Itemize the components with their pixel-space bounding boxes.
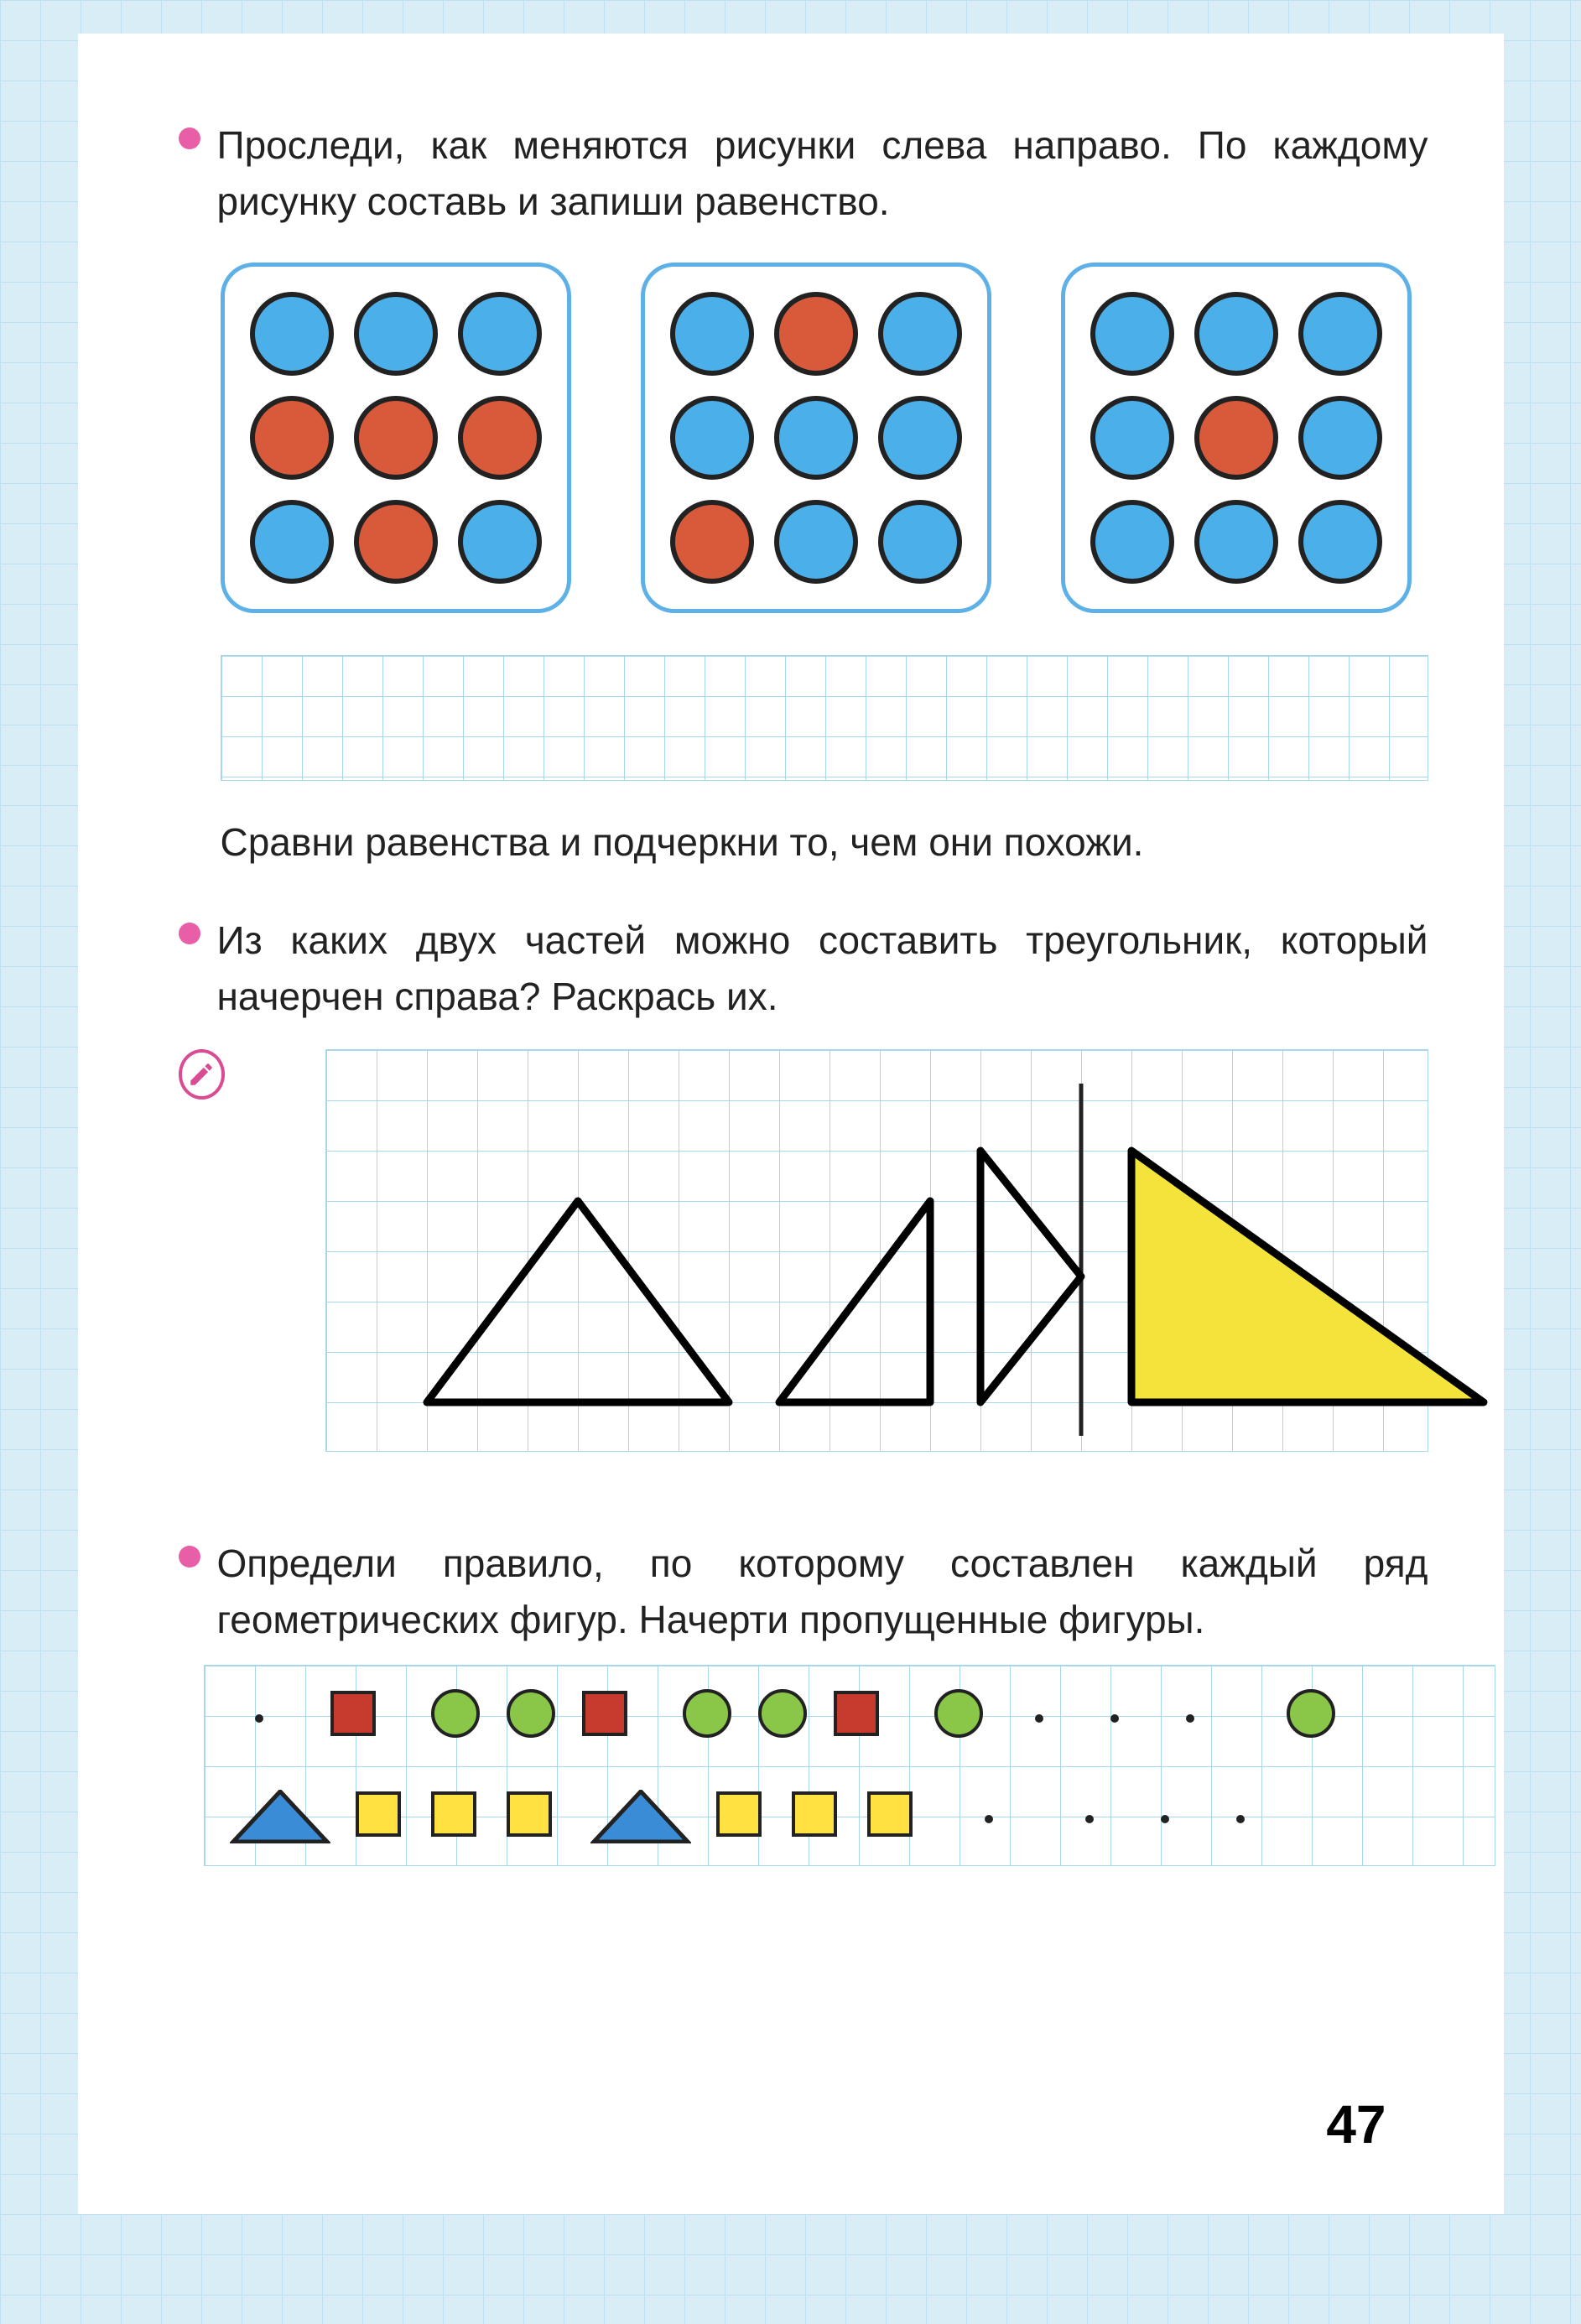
red-square: [834, 1691, 879, 1736]
answer-grid-1[interactable]: [221, 655, 1428, 781]
red-dot: [354, 500, 438, 584]
triangle-grid[interactable]: [325, 1049, 1428, 1452]
yellow-square: [431, 1791, 476, 1837]
dot-box: [1061, 263, 1412, 613]
dot-boxes-row: [179, 263, 1428, 647]
blue-dot: [774, 396, 858, 480]
blue-dot: [878, 396, 962, 480]
placeholder-dot: [1236, 1815, 1245, 1823]
yellow-square: [716, 1791, 762, 1837]
blue-dot: [1298, 500, 1382, 584]
task1-text: Проследи, как меняются рисунки слева на­…: [217, 117, 1428, 229]
task-2: Из каких двух частей можно составить тре…: [179, 912, 1428, 1494]
red-dot: [250, 396, 334, 480]
blue-dot: [878, 500, 962, 584]
green-circle: [507, 1689, 555, 1738]
red-dot: [354, 396, 438, 480]
pencil-icon: [179, 1049, 225, 1100]
dot-box: [641, 263, 991, 613]
green-circle: [1287, 1689, 1335, 1738]
placeholder-dot: [1085, 1815, 1094, 1823]
placeholder-dot: [985, 1815, 993, 1823]
red-dot: [458, 396, 542, 480]
triangle-svg: [326, 1050, 1534, 1453]
blue-dot: [250, 500, 334, 584]
filled-triangle: [1131, 1151, 1484, 1402]
green-circle: [758, 1689, 807, 1738]
outline-triangle: [427, 1201, 729, 1402]
blue-dot: [774, 500, 858, 584]
task2-text: Из каких двух частей можно составить тре…: [217, 912, 1428, 1024]
blue-dot: [1298, 292, 1382, 376]
blue-dot: [1090, 292, 1174, 376]
yellow-square: [792, 1791, 837, 1837]
blue-dot: [670, 292, 754, 376]
blue-dot: [1090, 396, 1174, 480]
red-dot: [774, 292, 858, 376]
pattern-grid[interactable]: [204, 1665, 1495, 1866]
page-background: Проследи, как меняются рисунки слева на­…: [0, 0, 1581, 2324]
blue-dot: [458, 500, 542, 584]
placeholder-dot: [1186, 1714, 1194, 1723]
yellow-square: [867, 1791, 913, 1837]
placeholder-dot: [255, 1714, 263, 1723]
placeholder-dot: [1035, 1714, 1043, 1723]
blue-dot: [1090, 500, 1174, 584]
green-circle: [683, 1689, 731, 1738]
blue-triangle: [590, 1790, 691, 1843]
blue-dot: [458, 292, 542, 376]
blue-dot: [1194, 500, 1278, 584]
blue-dot: [1298, 396, 1382, 480]
blue-dot: [354, 292, 438, 376]
bullet-icon: [179, 127, 200, 149]
task3-text: Определи правило, по которому составлен …: [217, 1536, 1428, 1647]
blue-dot: [878, 292, 962, 376]
placeholder-dot: [1110, 1714, 1119, 1723]
outline-triangle: [779, 1201, 930, 1402]
task-3: Определи правило, по которому составлен …: [179, 1536, 1428, 1865]
bullet-icon: [179, 923, 200, 944]
task-1: Проследи, как меняются рисунки слева на­…: [179, 117, 1428, 871]
task1-text2: Сравни равенства и подчеркни то, чем они…: [221, 814, 1144, 871]
bullet-icon: [179, 1546, 200, 1568]
dot-box: [221, 263, 571, 613]
red-dot: [670, 500, 754, 584]
blue-dot: [1194, 292, 1278, 376]
red-dot: [1194, 396, 1278, 480]
red-square: [330, 1691, 376, 1736]
page-content: Проследи, как меняются рисунки слева на­…: [78, 34, 1504, 2214]
blue-dot: [670, 396, 754, 480]
outline-triangle: [980, 1151, 1081, 1402]
placeholder-dot: [1161, 1815, 1169, 1823]
blue-triangle: [230, 1790, 330, 1843]
page-number: 47: [1326, 2093, 1386, 2155]
red-square: [582, 1691, 627, 1736]
blue-dot: [250, 292, 334, 376]
green-circle: [431, 1689, 480, 1738]
yellow-square: [356, 1791, 401, 1837]
green-circle: [934, 1689, 983, 1738]
yellow-square: [507, 1791, 552, 1837]
